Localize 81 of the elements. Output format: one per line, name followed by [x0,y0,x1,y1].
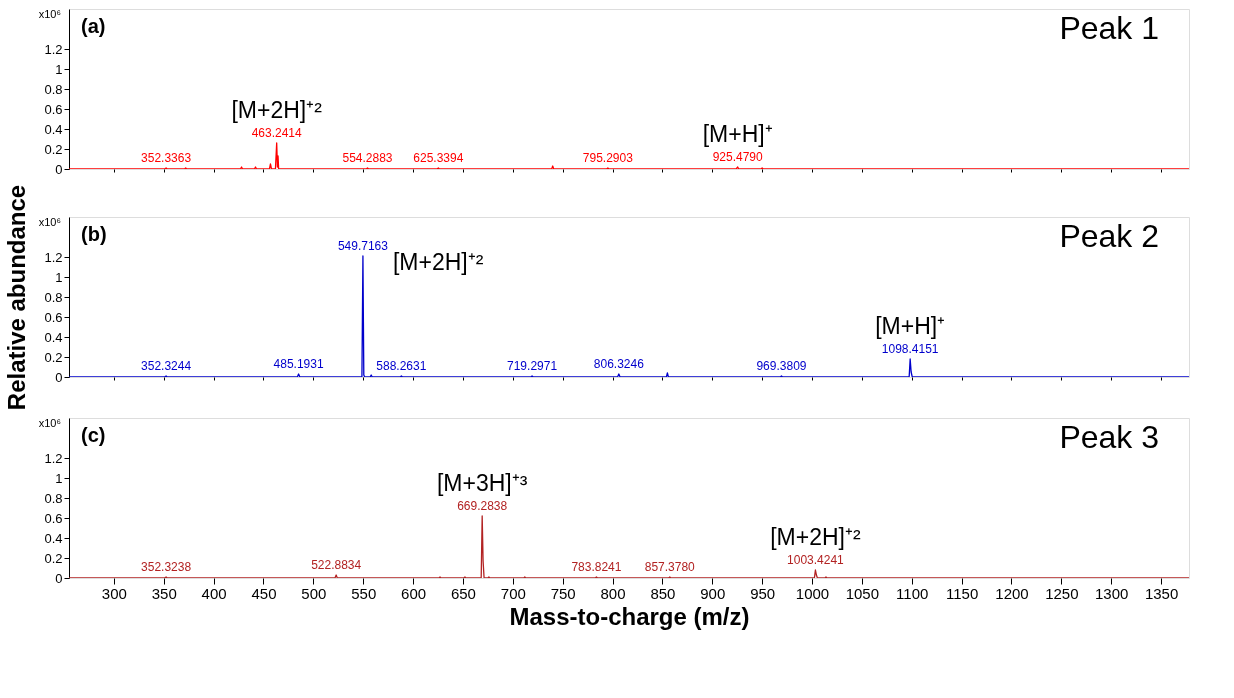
annotation: [M+H]⁺ [875,313,946,339]
y-tick-label: 0.6 [44,101,63,117]
y-tick-label: 0.8 [44,289,63,305]
annotation: 669.2838 [457,499,508,513]
x-tick-label: 800 [600,584,626,602]
x-tick-label: 850 [650,584,676,602]
annotation: 549.7163 [337,239,389,253]
y-tick-label: 1.2 [44,249,63,265]
x-tick-label: 1250 [1045,584,1079,602]
annotation: 352.3244 [141,359,192,373]
y-tick-label: 1.2 [44,41,63,57]
x-tick-label: 1100 [896,584,929,602]
y-tick-label: 0 [55,369,63,385]
y-tick-label: 1 [55,269,63,285]
y-tick-label: 0.2 [44,349,63,365]
y-tick-label: 0.2 [44,550,63,566]
annotation: (a) [81,15,106,37]
x-tick-label: 1000 [795,584,830,602]
annotation: 1098.4151 [881,342,939,356]
y-tick-label: 0 [55,570,63,586]
y-tick-label: 0.6 [44,510,63,526]
x-axis-title: Mass-to-charge (m/z) [509,602,750,630]
annotation: 554.2883 [342,151,393,165]
annotation: [M+3H]⁺³ [436,470,528,496]
annotation: 857.3780 [644,560,696,574]
line-series [69,515,1189,578]
y-tick-label: 0.2 [44,141,63,157]
annotation: 1003.4241 [787,553,845,567]
x-tick-label: 1200 [995,584,1029,602]
x-tick-label: 500 [301,584,327,602]
annotation: (c) [81,424,106,446]
text: x10⁶ [38,417,61,429]
annotation: (b) [81,223,107,245]
x-tick-label: 450 [251,584,277,602]
y-tick-label: 1 [55,61,63,77]
y-tick-label: 0.4 [44,121,63,137]
annotation: 485.1931 [273,357,324,371]
annotation: 625.3394 [413,151,464,165]
annotation: [M+2H]⁺² [231,97,323,123]
y-tick-label: 0.6 [44,309,63,325]
x-tick-label: 400 [201,584,227,602]
x-tick-label: 700 [500,584,526,602]
x-tick-label: 350 [151,584,177,602]
annotation: 783.8241 [571,560,622,574]
text: x10⁶ [38,8,61,20]
annotation: 969.3809 [756,359,807,373]
x-tick-label: 300 [101,584,127,602]
annotation: 588.2631 [376,359,427,373]
annotation: 719.2971 [507,359,558,373]
annotation: 522.8834 [311,558,362,572]
y-tick-label: 0.4 [44,329,63,345]
annotation: 795.2903 [582,151,634,165]
y-tick-label: 0.4 [44,530,63,546]
y-tick-label: 0.8 [44,81,63,97]
annotation: 463.2414 [251,126,303,140]
annotation: 352.3238 [141,560,192,574]
x-tick-label: 950 [750,584,776,602]
annotation: 806.3246 [593,357,645,371]
annotation: Peak 1 [1059,10,1159,46]
annotation: [M+H]⁺ [702,121,773,147]
annotation: Peak 2 [1059,218,1159,254]
x-tick-label: 600 [401,584,427,602]
y-tick-label: 1 [55,470,63,486]
text: x10⁶ [38,216,61,228]
annotation: 925.4790 [712,150,764,164]
y-tick-label: 0.8 [44,490,63,506]
x-tick-label: 900 [700,584,726,602]
y-tick-label: 1.2 [44,450,63,466]
annotation: Peak 3 [1059,419,1159,455]
x-tick-label: 1300 [1095,584,1129,602]
x-tick-label: 650 [450,584,476,602]
x-tick-label: 550 [351,584,377,602]
annotation: [M+2H]⁺² [392,249,484,275]
x-tick-label: 1050 [845,584,880,602]
annotation: [M+2H]⁺² [770,524,861,550]
annotation: 352.3363 [141,151,192,165]
x-tick-label: 1150 [945,584,979,602]
x-tick-label: 1350 [1144,584,1179,602]
x-tick-label: 750 [550,584,576,602]
y-axis-title: Relative abundance [3,184,31,411]
y-tick-label: 0 [55,161,63,177]
